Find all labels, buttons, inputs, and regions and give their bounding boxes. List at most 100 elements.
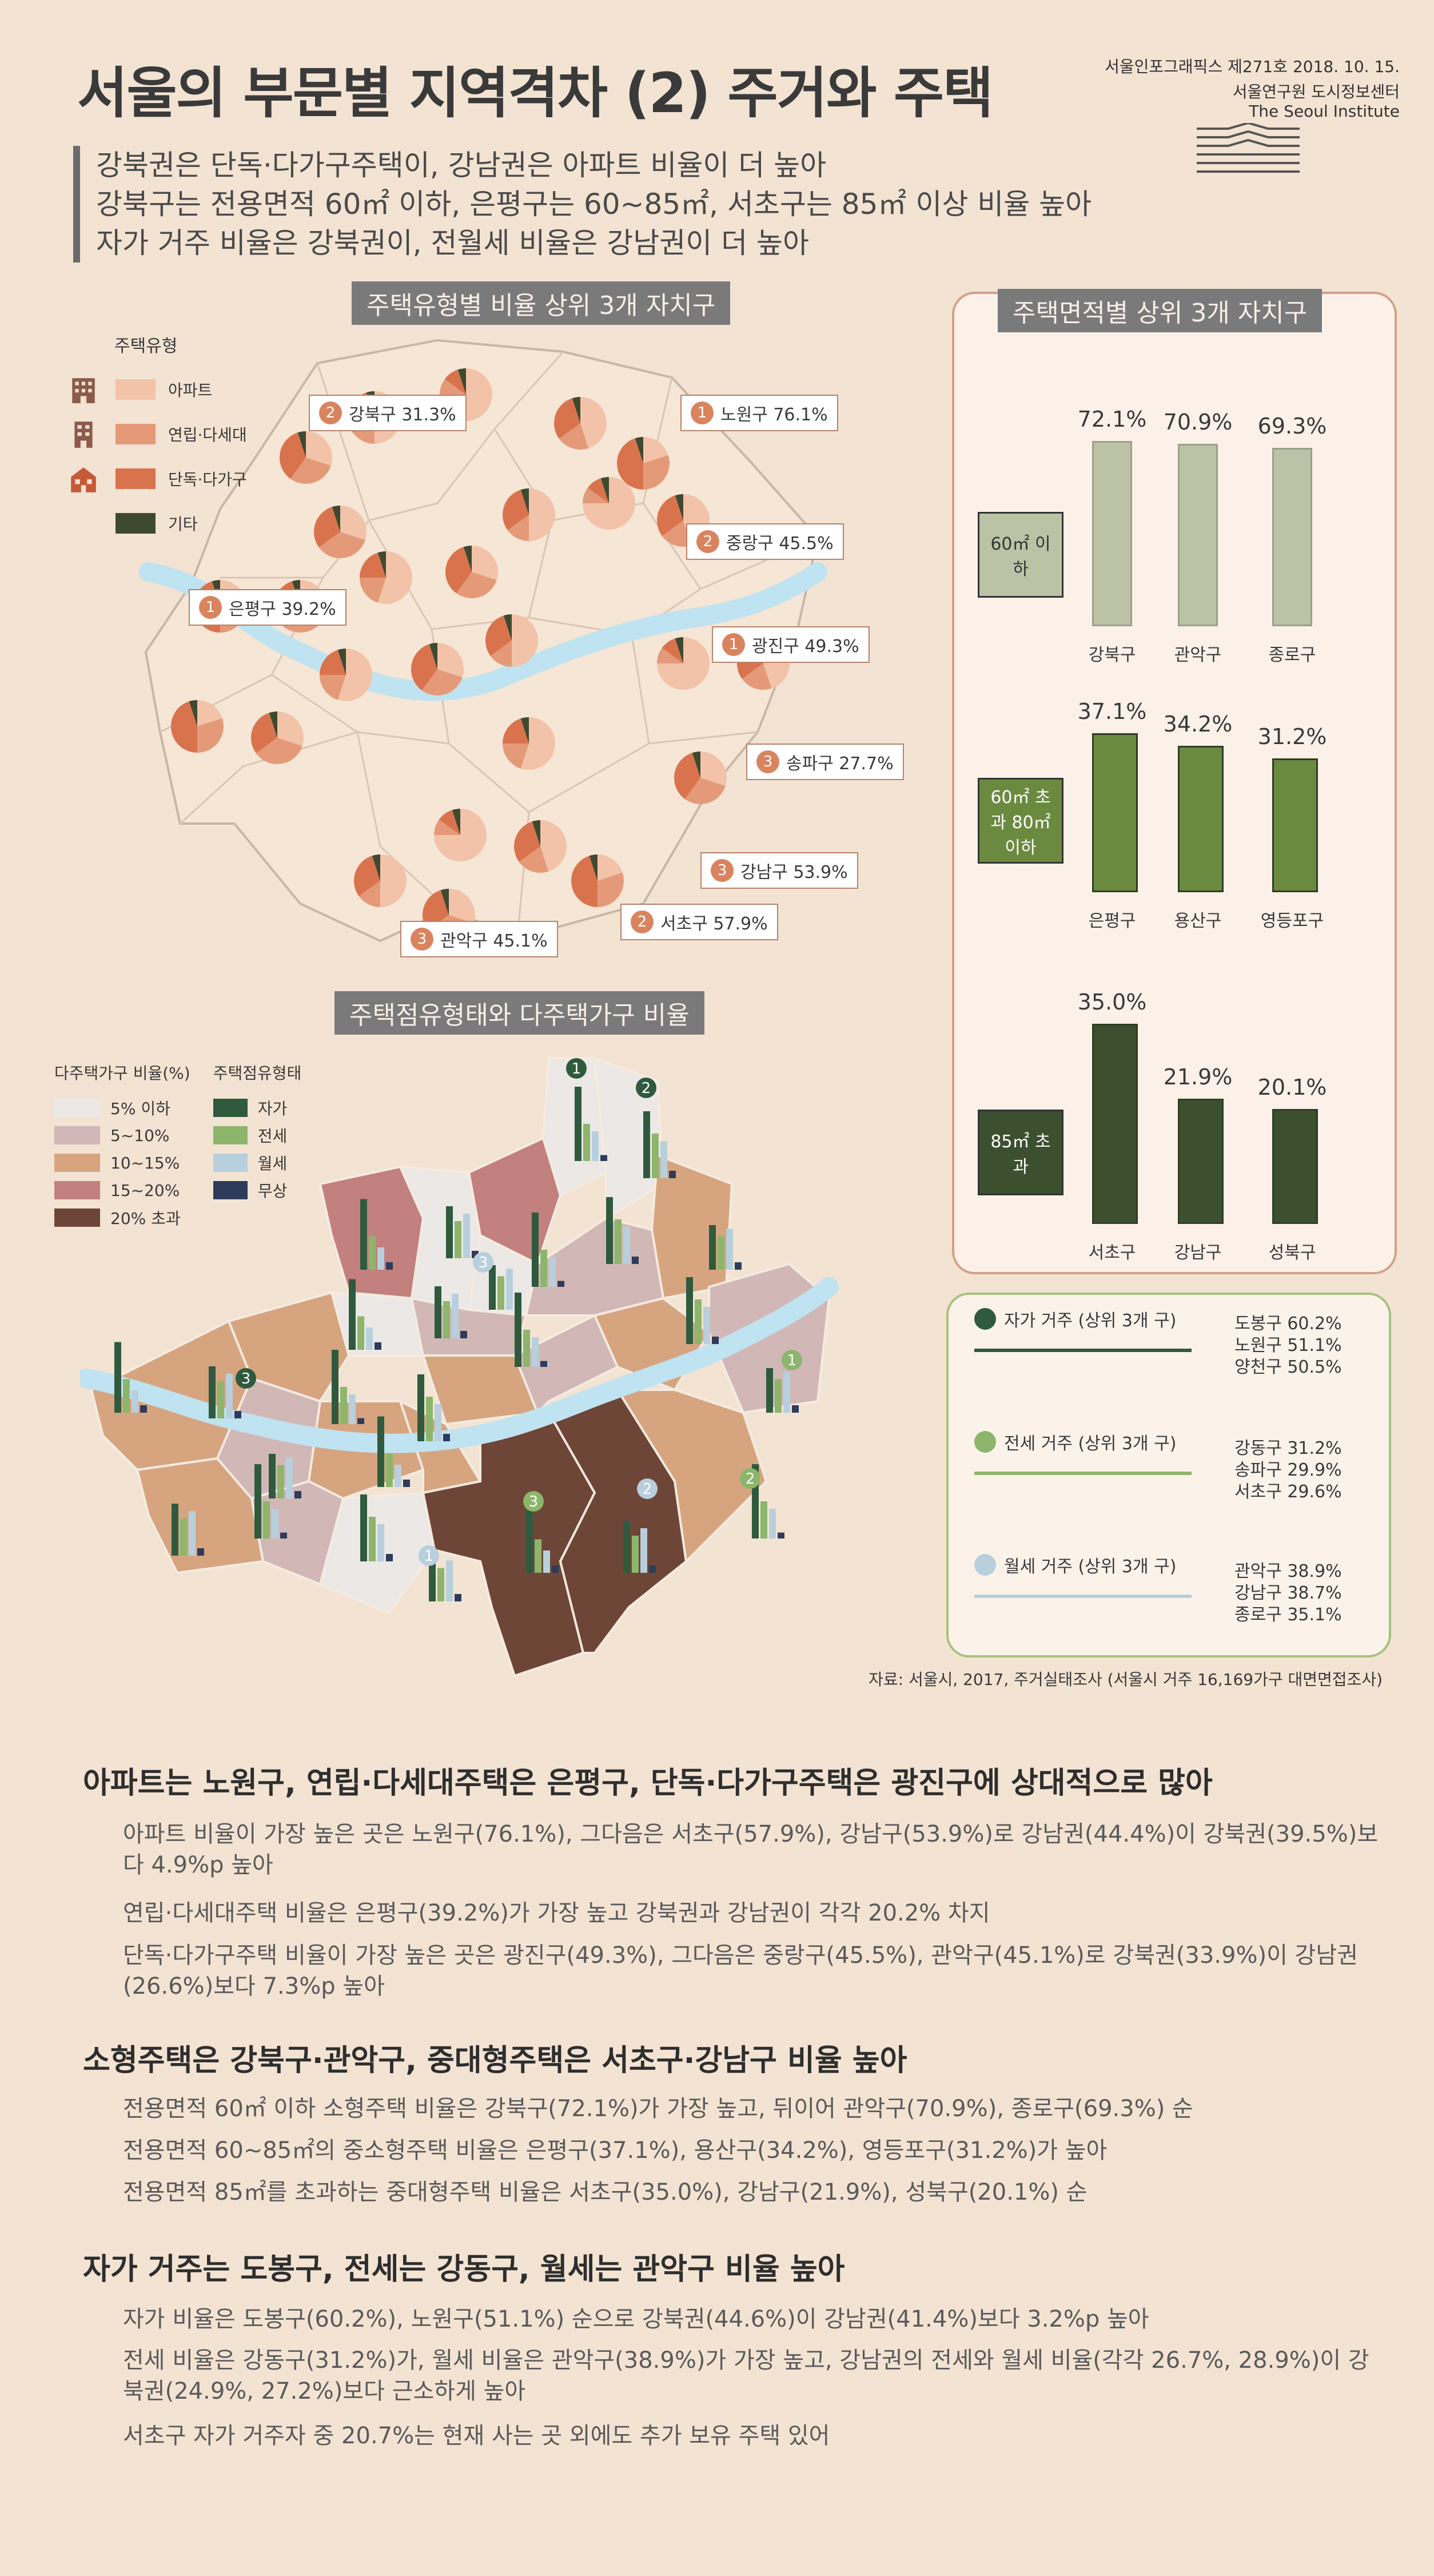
pie-slice	[503, 614, 512, 641]
tenure-own-row: 자가 거주 (상위 3개 구)	[974, 1306, 1192, 1352]
tenure-own-values: 도봉구 60.2% 노원구 51.1% 양천구 50.5%	[1234, 1314, 1342, 1377]
area-group-tag: 85㎡ 초과	[978, 1110, 1063, 1195]
issue-label: 서울인포그래픽스 제271호 2018. 10. 15.	[1105, 57, 1400, 76]
tenure-bar	[277, 1465, 284, 1498]
tenure-bar	[332, 1350, 338, 1424]
pie-slice	[617, 438, 643, 490]
area-bar-district: 강북구	[1088, 645, 1136, 665]
section3-heading: 자가 거주는 도봉구, 전세는 강동구, 월세는 관악구 비율 높아	[83, 2252, 845, 2287]
tenure-bar	[280, 1532, 287, 1539]
section2-para1: 전용면적 60㎡ 이하 소형주택 비율은 강북구(72.1%)가 가장 높고, …	[123, 2096, 1193, 2122]
area-bar-value: 72.1%	[1077, 406, 1147, 432]
tenure-bar	[197, 1548, 204, 1556]
institute-kr: 서울연구원 도시정보센터	[1232, 82, 1400, 101]
legend-swatch	[115, 424, 156, 444]
tenure-bar	[446, 1560, 453, 1601]
pie-slice	[490, 641, 512, 667]
pie-slice	[434, 819, 460, 835]
tenure-bar	[114, 1342, 121, 1413]
seoul-institute-logo-icon	[1197, 123, 1300, 173]
pie-slice	[429, 643, 437, 669]
pie-slice	[472, 546, 498, 581]
pie-slice	[520, 488, 529, 515]
pie-slice	[643, 437, 668, 463]
jeonse-dot-icon	[974, 1431, 996, 1453]
tenure-bar	[360, 1199, 367, 1270]
pie-slice	[297, 431, 306, 458]
pie-slice	[657, 647, 683, 663]
section2-heading: 소형주택은 강북구·관악구, 중대형주택은 서초구·강남구 비율 높아	[83, 2044, 907, 2078]
wolse-dot-icon	[974, 1554, 996, 1576]
pie-slice	[411, 644, 437, 691]
callout-eunpyeong: 1 은평구 39.2%	[189, 589, 346, 626]
tenure-bar	[254, 1464, 261, 1539]
pie-slice	[572, 397, 580, 423]
area-bar-value: 34.2%	[1163, 711, 1233, 737]
area-bar-district: 종로구	[1268, 645, 1316, 665]
tenure-bar	[783, 1372, 790, 1413]
legend-swatch	[115, 379, 156, 400]
tenure-bar	[286, 1457, 293, 1498]
pie-slice	[662, 520, 692, 547]
tenure-legend-title: 주택점유형태	[213, 1064, 302, 1083]
tenure-bar	[386, 1262, 393, 1270]
tenure-bar	[217, 1381, 224, 1418]
tenure-bar	[189, 1511, 196, 1556]
ratio-legend-item: 5~10%	[54, 1122, 190, 1149]
tenure-bar	[366, 1327, 373, 1350]
tenure-bar	[652, 1134, 659, 1178]
own-dot-icon	[974, 1308, 996, 1330]
pie-slice	[674, 753, 700, 800]
tenure-bar	[386, 1554, 393, 1561]
area-bar-district: 영등포구	[1260, 911, 1324, 931]
pie-slice	[519, 846, 549, 873]
area-bar	[1092, 1024, 1138, 1224]
pie-slice	[423, 890, 449, 931]
tenure-bar	[349, 1394, 356, 1424]
tenure-bar	[703, 1307, 710, 1344]
source-note: 자료: 서울시, 2017, 주거실태조사 (서울시 거주 16,169가구 대…	[869, 1670, 1383, 1689]
ratio-legend-item: 10~15%	[54, 1149, 190, 1176]
tenure-bar	[395, 1465, 401, 1487]
pie-slice	[171, 701, 197, 753]
section3-para3: 서초구 자가 거주자 중 20.7%는 현재 사는 곳 외에도 추가 보유 주택…	[123, 2423, 830, 2449]
rank-gangdong: 1	[787, 1352, 797, 1369]
type-map-label: 주택유형별 비율 상위 3개 자치구	[352, 281, 731, 325]
tenure-bar	[623, 1521, 630, 1573]
tenure-bar	[360, 1494, 367, 1561]
rank-gangnam: 2	[643, 1481, 652, 1498]
pie-slice	[337, 649, 346, 675]
district-seongdong	[513, 1314, 619, 1415]
tenure-legend-item: 무상	[213, 1176, 302, 1204]
pie-slice	[662, 638, 683, 663]
tenure-bar	[209, 1366, 216, 1418]
area-bar-district: 성북구	[1268, 1243, 1316, 1263]
area-bar-district: 강남구	[1174, 1243, 1222, 1263]
tenure-bar	[760, 1501, 767, 1539]
pie-slice	[318, 532, 365, 558]
section1-para2: 연립·다세대주택 비율은 은평구(39.2%)가 가장 높고 강북권과 강남권이…	[123, 1900, 990, 1926]
tenure-bar	[497, 1276, 504, 1310]
tenure-bar	[340, 1387, 347, 1424]
tenure-bar	[386, 1453, 393, 1487]
tenure-bar	[506, 1269, 513, 1310]
pie-slice	[332, 506, 340, 532]
pie-slice	[598, 872, 624, 907]
tenure-bar	[369, 1236, 376, 1270]
tenure-bar	[446, 1206, 453, 1258]
jeonse-line	[974, 1472, 1192, 1475]
tenure-bar	[526, 1502, 533, 1573]
tenure-bar	[600, 1155, 607, 1161]
pie-slice	[377, 551, 386, 578]
ratio-legend-title: 다주택가구 비율(%)	[54, 1064, 190, 1083]
area-bar	[1092, 733, 1138, 892]
tenure-bar	[540, 1361, 547, 1367]
area-bar-district: 은평구	[1088, 911, 1136, 931]
pie-slice	[589, 854, 598, 881]
wolse-line	[974, 1595, 1192, 1598]
pie-slice	[354, 856, 380, 897]
tenure-bar	[775, 1379, 782, 1413]
rank-gwanak: 1	[424, 1548, 434, 1565]
pie-slice	[280, 432, 306, 479]
pie-slice	[520, 717, 529, 744]
